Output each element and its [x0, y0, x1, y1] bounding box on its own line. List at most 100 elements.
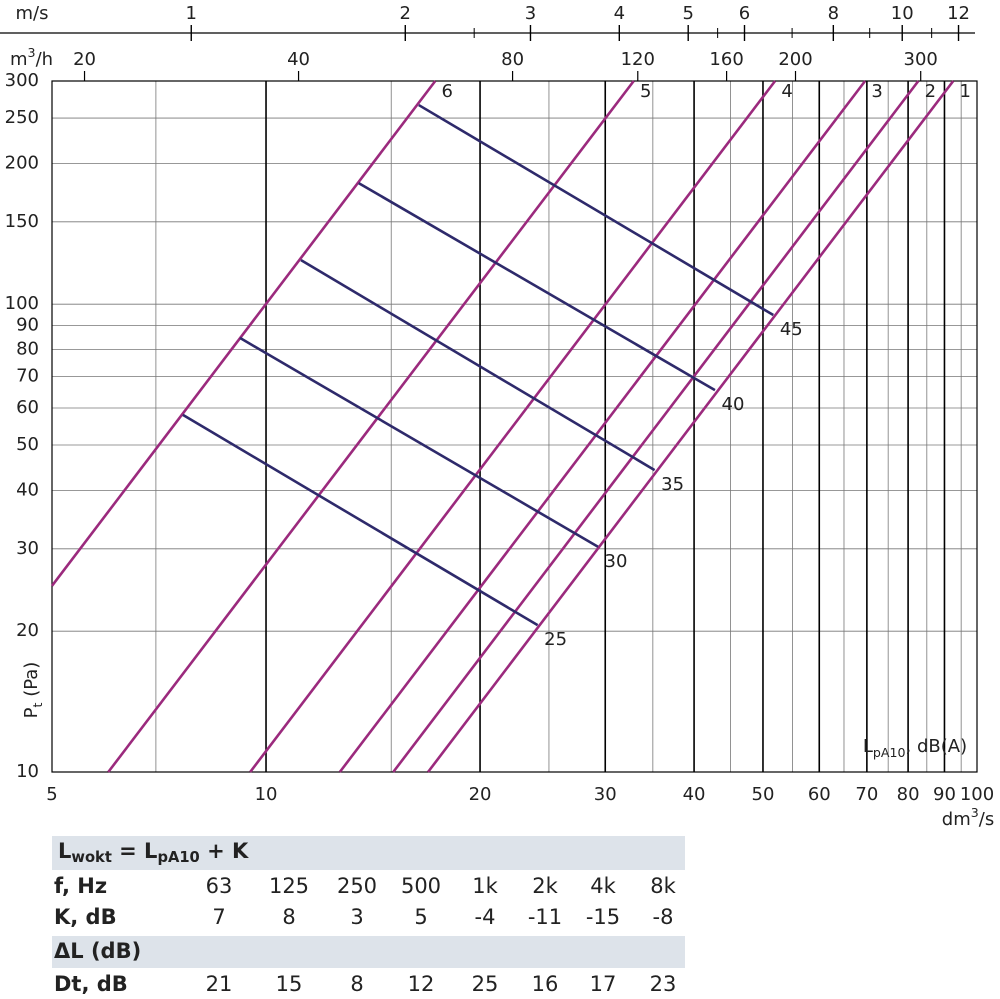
cell: 500	[401, 874, 441, 898]
cell: 8k	[650, 874, 676, 898]
row-label: K, dB	[54, 905, 117, 929]
label-part: = L	[112, 839, 158, 863]
y-tick-label: 40	[16, 479, 39, 500]
table-title-band	[52, 836, 685, 870]
y-tick-label: 30	[16, 538, 39, 559]
secondary-tick-label: 1	[186, 3, 197, 24]
secondary-tick-label: 6	[739, 3, 750, 24]
x-tick-label: 30	[594, 784, 617, 805]
label-part: , dB(A)	[906, 736, 968, 757]
cell: -11	[528, 905, 562, 929]
series-label: 5	[640, 81, 651, 102]
x-tick-label: 10	[255, 784, 278, 805]
x-tick-label: 20	[469, 784, 492, 805]
cell: 250	[337, 874, 377, 898]
y-tick-label: 10	[16, 761, 39, 782]
cell: 4k	[590, 874, 616, 898]
y-tick-label: 150	[5, 211, 39, 232]
label-part: wokt	[71, 849, 111, 866]
label-part: pA10	[873, 745, 906, 760]
cell: 125	[269, 874, 309, 898]
label-part: 3	[971, 805, 979, 820]
x-tick-label: 70	[855, 784, 878, 805]
secondary-tick-label: 12	[947, 3, 970, 24]
label-part: + K	[200, 839, 249, 863]
cell: 63	[206, 874, 233, 898]
label-part: /h	[36, 49, 53, 70]
y-tick-label: 20	[16, 620, 39, 641]
secondary-tick-label: 8	[828, 3, 839, 24]
x-tick-label: 5	[46, 784, 57, 805]
series-label: 25	[544, 629, 567, 650]
x-tick-label: 40	[683, 784, 706, 805]
secondary-tick-label: 4	[614, 3, 625, 24]
annotation: LpA10, dB(A)	[863, 736, 967, 760]
secondary-tick-label: 160	[709, 49, 743, 70]
y-tick-label: 50	[16, 434, 39, 455]
cell: 12	[408, 972, 435, 996]
table-subtitle: ΔL (dB)	[54, 939, 141, 963]
x-tick-label: 90	[933, 784, 956, 805]
cell: -15	[586, 905, 620, 929]
secondary-axis-label: m/s	[16, 3, 49, 24]
series-line	[427, 80, 955, 773]
secondary-tick-label: 10	[891, 3, 914, 24]
table-subtitle-band	[52, 936, 685, 968]
label-part: 3	[28, 45, 36, 60]
table: Lwokt = LpA10 + Kf, Hz 63 125 250 500 1k 2k 4k 8…	[52, 836, 685, 996]
y-tick-label: 80	[16, 339, 39, 360]
table-title: Lwokt = LpA10 + K	[58, 839, 249, 866]
x-tick-label: 80	[897, 784, 920, 805]
cell: 7	[212, 905, 225, 929]
annotation-bg	[860, 735, 970, 763]
series-line	[392, 80, 920, 773]
series-label: 1	[960, 81, 971, 102]
series-line	[300, 259, 656, 472]
secondary-tick-label: 3	[525, 3, 536, 24]
series-label: 30	[605, 551, 628, 572]
series-label: 2	[925, 81, 936, 102]
secondary-tick-label: 5	[682, 3, 693, 24]
label-part: t	[30, 702, 45, 707]
secondary-tick-label: 40	[287, 49, 310, 70]
cell: -8	[653, 905, 674, 929]
secondary-tick-label: 300	[904, 49, 938, 70]
series-label: 45	[780, 319, 803, 340]
cell: 1k	[472, 874, 498, 898]
secondary-tick-label: 80	[501, 49, 524, 70]
cell: 23	[650, 972, 677, 996]
x-tick-label: 50	[752, 784, 775, 805]
cell: 8	[282, 905, 295, 929]
y-tick-label: 60	[16, 397, 39, 418]
cell: 15	[276, 972, 303, 996]
y-tick-label: 300	[5, 70, 39, 91]
label-part: P	[21, 707, 42, 718]
y-tick-label: 70	[16, 366, 39, 387]
secondary-axis-label: m3/h	[10, 45, 53, 71]
cell: 16	[532, 972, 559, 996]
series-line	[338, 80, 867, 773]
cell: 3	[350, 905, 363, 929]
series-line	[249, 80, 777, 773]
x-axis-label: dm3/s	[942, 805, 994, 831]
label-part: L	[863, 736, 873, 757]
plot-frame	[51, 80, 978, 773]
series-label: 35	[661, 474, 684, 495]
y-tick-label: 200	[5, 152, 39, 173]
y-axis-label: Pt (Pa)	[21, 662, 45, 719]
x-tick-label: 100	[960, 784, 994, 805]
label-part: (Pa)	[21, 662, 42, 703]
series-line	[50, 80, 437, 587]
cell: 5	[414, 905, 427, 929]
x-tick-label: 60	[808, 784, 831, 805]
series-line	[239, 336, 599, 548]
secondary-tick-label: 120	[621, 49, 655, 70]
series-label: 6	[442, 81, 453, 102]
series-label: 4	[781, 81, 792, 102]
series-line	[182, 413, 539, 627]
cell: 21	[206, 972, 233, 996]
cell: -4	[475, 905, 496, 929]
label-part: pA10	[157, 849, 199, 866]
label-part: /s	[979, 809, 994, 830]
